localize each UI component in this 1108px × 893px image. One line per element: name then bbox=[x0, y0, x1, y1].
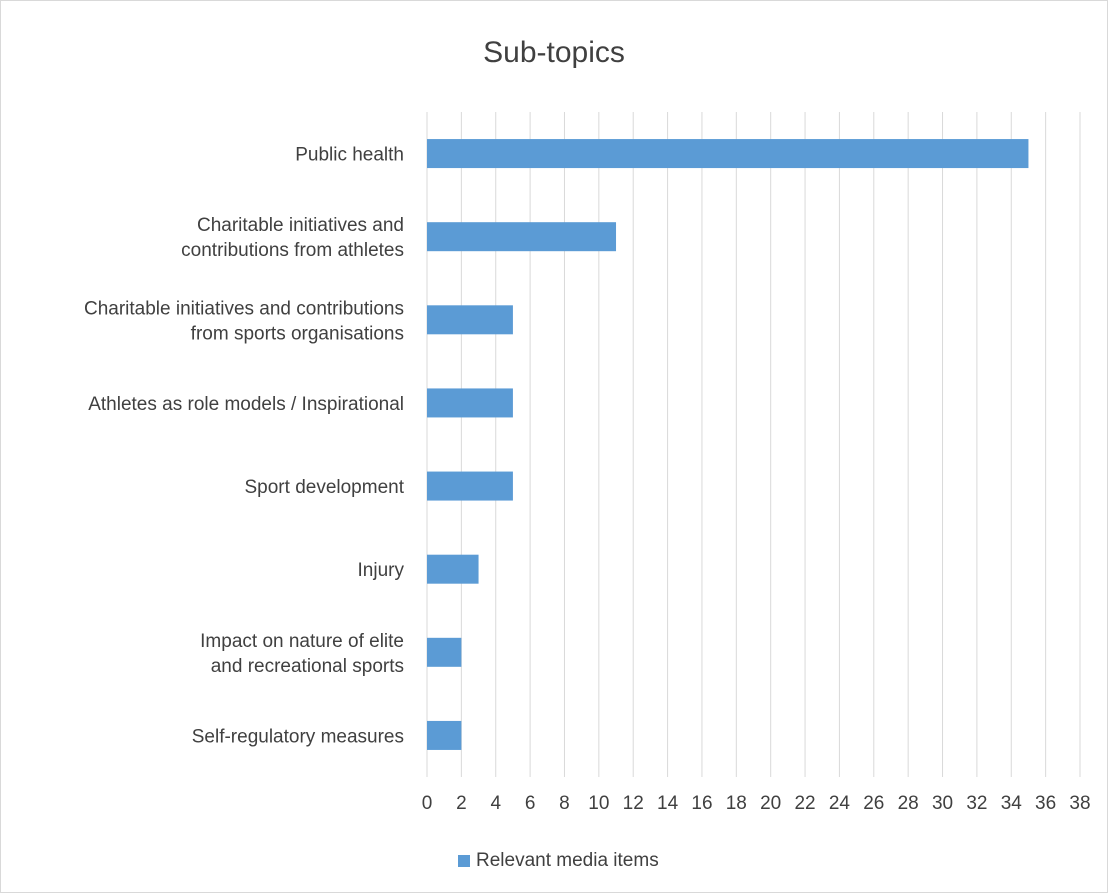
category-label-2: Charitable initiatives and contributions… bbox=[84, 298, 404, 344]
bar-3 bbox=[427, 388, 513, 418]
chart-title: Sub-topics bbox=[483, 36, 625, 69]
x-tick-label-7: 14 bbox=[657, 793, 679, 814]
bar-1 bbox=[427, 222, 617, 252]
x-tick-label-14: 28 bbox=[898, 793, 919, 814]
bar-4 bbox=[427, 471, 513, 501]
category-label-6: Impact on nature of elite and recreationa… bbox=[200, 631, 404, 677]
legend-label: Relevant media items bbox=[476, 850, 659, 871]
x-tick-label-12: 24 bbox=[829, 793, 851, 814]
x-tick-label-13: 26 bbox=[863, 793, 884, 814]
category-label-3: Athletes as role models / Inspirational bbox=[88, 394, 404, 415]
x-tick-label-3: 6 bbox=[525, 793, 536, 814]
category-label-1: Charitable initiatives and contributions … bbox=[181, 215, 404, 261]
x-tick-label-0: 0 bbox=[422, 793, 433, 814]
category-label-7: Self-regulatory measures bbox=[192, 726, 404, 747]
bar-2 bbox=[427, 305, 513, 335]
x-tick-label-5: 10 bbox=[588, 793, 609, 814]
x-tick-label-11: 22 bbox=[794, 793, 815, 814]
bar-7 bbox=[427, 720, 462, 750]
bar-0 bbox=[427, 139, 1029, 169]
x-tick-label-18: 36 bbox=[1035, 793, 1056, 814]
category-label-5: Injury bbox=[358, 560, 405, 581]
x-tick-label-9: 18 bbox=[726, 793, 747, 814]
bar-6 bbox=[427, 637, 462, 667]
x-tick-label-16: 32 bbox=[966, 793, 987, 814]
x-tick-label-6: 12 bbox=[623, 793, 644, 814]
legend-swatch bbox=[458, 855, 470, 867]
x-tick-label-17: 34 bbox=[1001, 793, 1023, 814]
x-tick-label-8: 16 bbox=[691, 793, 712, 814]
x-tick-label-4: 8 bbox=[559, 793, 570, 814]
x-tick-label-10: 20 bbox=[760, 793, 781, 814]
legend: Relevant media items bbox=[458, 850, 659, 872]
bar-5 bbox=[427, 554, 479, 584]
x-tick-label-1: 2 bbox=[456, 793, 467, 814]
x-tick-label-2: 4 bbox=[490, 793, 501, 814]
x-tick-label-15: 30 bbox=[932, 793, 953, 814]
category-label-0: Public health bbox=[295, 145, 404, 166]
x-tick-label-19: 38 bbox=[1069, 793, 1090, 814]
category-label-4: Sport development bbox=[245, 477, 405, 498]
